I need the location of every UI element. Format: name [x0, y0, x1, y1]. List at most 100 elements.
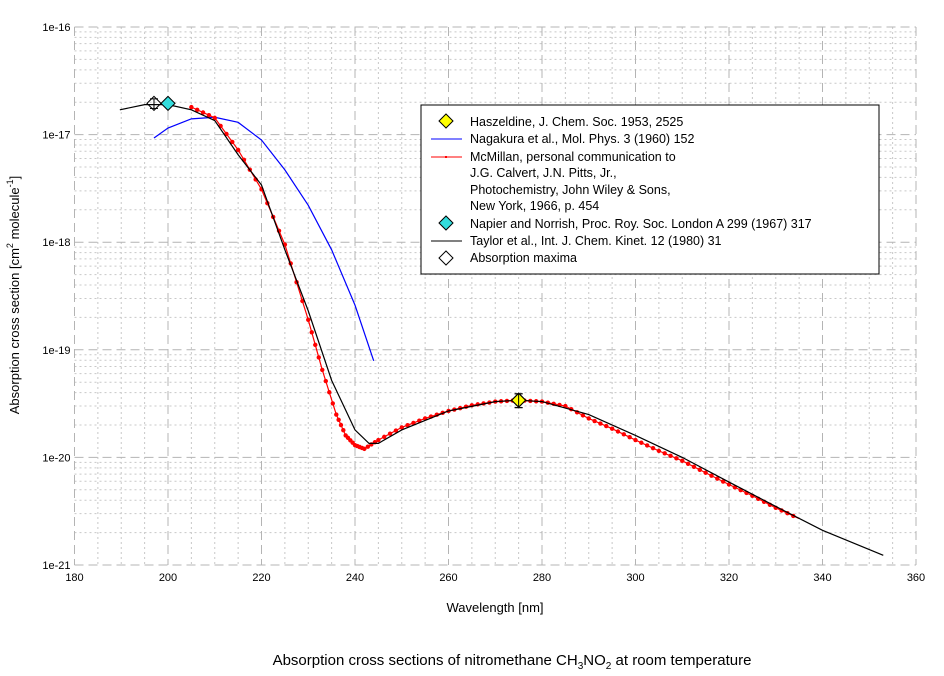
series-3-marker [160, 95, 176, 112]
diamond-marker-icon [438, 113, 454, 129]
series-2-point [365, 444, 371, 449]
series-2-point [323, 378, 328, 384]
series-2-point [200, 110, 206, 115]
svg-text:Photochemistry, John Wiley & S: Photochemistry, John Wiley & Sons, [470, 183, 671, 197]
series-2-point [639, 440, 644, 445]
series-2-point [338, 422, 344, 428]
x-tick-label: 300 [626, 572, 644, 584]
series-2-point [230, 139, 235, 145]
tick-labels: 180 200 220 240 260 280 300 320 340 360 1e-21 1e-20… [42, 22, 925, 584]
y-tick-label: 1e-21 [42, 560, 70, 572]
series-2-point [703, 470, 708, 475]
series-2-point [680, 458, 685, 463]
series-4-line [119, 104, 884, 556]
series-2-point [387, 431, 393, 436]
series-1-line [153, 116, 375, 362]
x-tick-label: 240 [346, 572, 364, 584]
svg-text:New York, 1966, p. 454: New York, 1966, p. 454 [470, 199, 599, 213]
series-2-point [656, 448, 662, 454]
series-2-point [715, 476, 720, 481]
series-2-point [382, 434, 387, 440]
series-2-point [376, 437, 381, 443]
diamond-marker-icon [438, 215, 454, 231]
series-2-point [674, 456, 679, 461]
series-2-point [709, 473, 714, 478]
y-tick-label: 1e-19 [42, 345, 70, 357]
series-2-point [334, 412, 339, 417]
x-tick-label: 220 [252, 572, 270, 584]
x-tick-label: 320 [720, 572, 738, 584]
series-2-point [320, 367, 325, 373]
plot-area [119, 95, 884, 556]
series-2-point [563, 403, 568, 409]
series-2-point [189, 104, 194, 110]
svg-text:Nagakura et al., Mol. Phys. 3: Nagakura et al., Mol. Phys. 3 (1960) 152 [470, 132, 694, 146]
series-5-marker [146, 95, 162, 112]
y-axis-label: Absorption cross section [cm2 molecule-1… [5, 176, 22, 414]
series-2-point [212, 115, 217, 121]
legend: Haszeldine, J. Chem. Soc. 1953, 2525 Nag… [420, 104, 880, 275]
x-tick-label: 260 [439, 572, 457, 584]
legend-entry-mcmillan: McMillan, personal communication to J.G.… [431, 150, 676, 213]
legend-entry-napier: Napier and Norrish, Proc. Roy. Soc. Lond… [438, 215, 812, 231]
series-2-point [697, 467, 702, 472]
svg-text:McMillan, personal communicati: McMillan, personal communication to [470, 150, 676, 164]
series-2-point [592, 418, 597, 424]
series-2-point [316, 355, 321, 360]
series-2-point [306, 317, 311, 323]
series-2-point [685, 461, 691, 466]
x-tick-label: 360 [907, 572, 925, 584]
svg-text:Absorption maxima: Absorption maxima [470, 251, 577, 265]
series-2-point [662, 451, 667, 456]
legend-entry-taylor: Taylor et al., Int. J. Chem. Kinet. 12 (… [431, 234, 722, 248]
x-tick-label: 180 [65, 572, 83, 584]
series-2-point [726, 482, 732, 487]
series-2-point [609, 426, 615, 431]
series-2-point [604, 423, 609, 429]
series-2-point [644, 443, 650, 448]
series-2-point [399, 425, 404, 430]
x-tick-label: 200 [159, 572, 177, 584]
x-tick-label: 340 [813, 572, 831, 584]
series-2-point [195, 107, 200, 113]
y-tick-label: 1e-16 [42, 22, 70, 34]
series-2-point [615, 429, 621, 434]
x-tick-label: 280 [533, 572, 551, 584]
series-2-point [393, 428, 399, 433]
series-2-point [330, 401, 335, 406]
series-2-point [691, 464, 697, 469]
legend-entry-haszeldine: Haszeldine, J. Chem. Soc. 1953, 2525 [438, 113, 683, 129]
series-2-point [336, 417, 341, 422]
series-2-point [621, 432, 627, 437]
series-2-point [627, 434, 632, 440]
series-5-marker [510, 392, 527, 408]
legend-entry-maxima: Absorption maxima [438, 250, 577, 266]
series-2-point [405, 422, 410, 428]
series-2-point [650, 445, 656, 451]
series-2-point [633, 437, 638, 443]
series-2-point [362, 446, 367, 452]
series-2-point [598, 421, 603, 426]
series-2-point [411, 420, 416, 426]
series-2-point [668, 453, 673, 459]
series-2-point [580, 413, 586, 418]
svg-text:Haszeldine, J. Chem. Soc. 1953: Haszeldine, J. Chem. Soc. 1953, 2525 [470, 115, 683, 129]
series-2-point [206, 112, 212, 118]
svg-text:Napier and Norrish, Proc. Roy: Napier and Norrish, Proc. Roy. Soc. Lond… [470, 217, 812, 231]
x-axis-label: Wavelength [nm] [446, 600, 543, 615]
svg-text:J.G. Calvert, J.N. Pitts, Jr.,: J.G. Calvert, J.N. Pitts, Jr., [470, 166, 617, 180]
legend-entry-nagakura: Nagakura et al., Mol. Phys. 3 (1960) 152 [431, 132, 694, 146]
series-2-point [720, 479, 726, 484]
series-2-point [313, 342, 318, 348]
chart-title: Absorption cross sections of nitromethan… [273, 652, 752, 672]
open-diamond-marker-icon [438, 250, 454, 266]
series-2-point [309, 330, 314, 335]
y-tick-label: 1e-18 [42, 237, 70, 249]
series-2-point [586, 416, 591, 421]
series-2-point [327, 390, 332, 395]
svg-text:Taylor et al., Int. J. Chem.: Taylor et al., Int. J. Chem. Kinet. 12 (… [470, 234, 722, 248]
y-tick-label: 1e-20 [42, 452, 70, 464]
series-2-point [235, 147, 241, 153]
series-2-point [341, 428, 346, 433]
